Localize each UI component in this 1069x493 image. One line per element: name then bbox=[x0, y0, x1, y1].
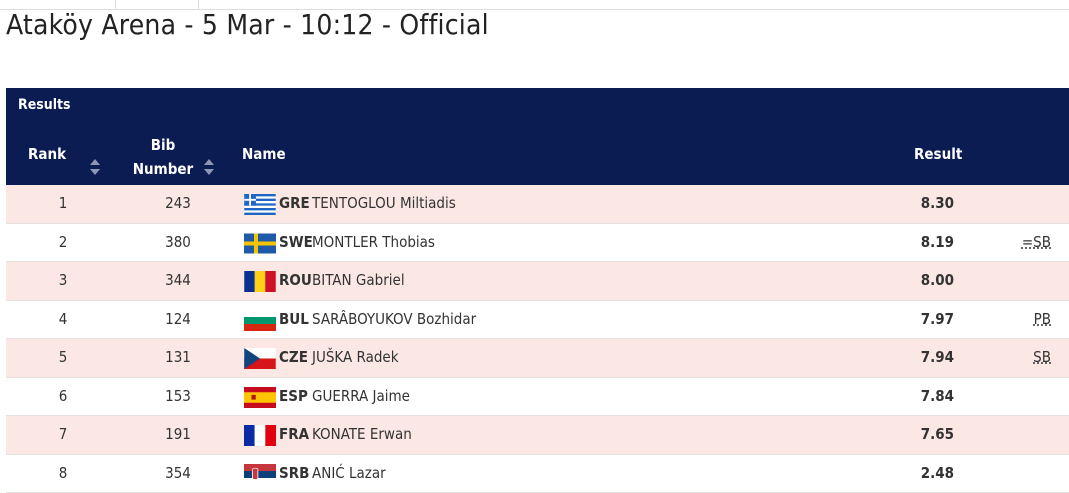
column-header: Result bbox=[914, 145, 962, 163]
rank: 8 bbox=[6, 464, 120, 482]
rank: 6 bbox=[6, 387, 120, 405]
table-caption: Results bbox=[18, 97, 71, 113]
bib: 131 bbox=[126, 348, 230, 366]
athlete: GUERRA Jaime bbox=[312, 387, 410, 405]
page-title: Ataköy Arena - 5 Mar - 10:12 - Official bbox=[6, 8, 489, 41]
flag bbox=[244, 387, 276, 408]
flag bbox=[244, 310, 276, 331]
sort-icon[interactable] bbox=[89, 158, 101, 176]
result: 7.97 bbox=[886, 310, 954, 328]
athlete: SARÂBOYUKOV Bozhidar bbox=[312, 310, 476, 328]
athlete: JUŠKA Radek bbox=[312, 348, 399, 366]
athlete: BITAN Gabriel bbox=[312, 271, 405, 289]
column-header[interactable]: Rank bbox=[28, 145, 66, 163]
rank: 2 bbox=[6, 233, 120, 251]
country: GRE bbox=[279, 194, 310, 212]
athlete: MONTLER Thobias bbox=[312, 233, 435, 251]
rank: 1 bbox=[6, 194, 120, 212]
country: ESP bbox=[279, 387, 308, 405]
bib: 153 bbox=[126, 387, 230, 405]
bib: 124 bbox=[126, 310, 230, 328]
country: CZE bbox=[279, 348, 308, 366]
result: 2.48 bbox=[886, 464, 954, 482]
bib: 354 bbox=[126, 464, 230, 482]
result: 7.94 bbox=[886, 348, 954, 366]
result: 8.00 bbox=[886, 271, 954, 289]
flag bbox=[244, 425, 276, 446]
result: 7.65 bbox=[886, 425, 954, 443]
flag bbox=[244, 271, 276, 292]
country: ROU bbox=[279, 271, 312, 289]
rank: 3 bbox=[6, 271, 120, 289]
bib: 243 bbox=[126, 194, 230, 212]
country: SWE bbox=[279, 233, 313, 251]
bib: 380 bbox=[126, 233, 230, 251]
column-header[interactable]: Bib Number bbox=[128, 133, 198, 181]
athlete: TENTOGLOU Miltiadis bbox=[312, 194, 456, 212]
flag bbox=[244, 464, 276, 485]
column-header: Name bbox=[242, 145, 286, 163]
bib: 344 bbox=[126, 271, 230, 289]
flag bbox=[244, 194, 276, 215]
flag bbox=[244, 233, 276, 254]
result: 7.84 bbox=[886, 387, 954, 405]
country: FRA bbox=[279, 425, 309, 443]
sort-icon[interactable] bbox=[203, 158, 215, 176]
result: 8.19 bbox=[886, 233, 954, 251]
record-note: SB bbox=[1011, 348, 1051, 366]
bib: 191 bbox=[126, 425, 230, 443]
country: SRB bbox=[279, 464, 309, 482]
record-note: =SB bbox=[1011, 233, 1051, 251]
flag bbox=[244, 348, 276, 369]
rank: 5 bbox=[6, 348, 120, 366]
table-header: Results Rank Bib Number Name Result bbox=[6, 88, 1069, 185]
rank: 4 bbox=[6, 310, 120, 328]
country: BUL bbox=[279, 310, 309, 328]
athlete: ANIĆ Lazar bbox=[312, 464, 386, 482]
athlete: KONATE Erwan bbox=[312, 425, 412, 443]
record-note: PB bbox=[1011, 310, 1051, 328]
result: 8.30 bbox=[886, 194, 954, 212]
rank: 7 bbox=[6, 425, 120, 443]
